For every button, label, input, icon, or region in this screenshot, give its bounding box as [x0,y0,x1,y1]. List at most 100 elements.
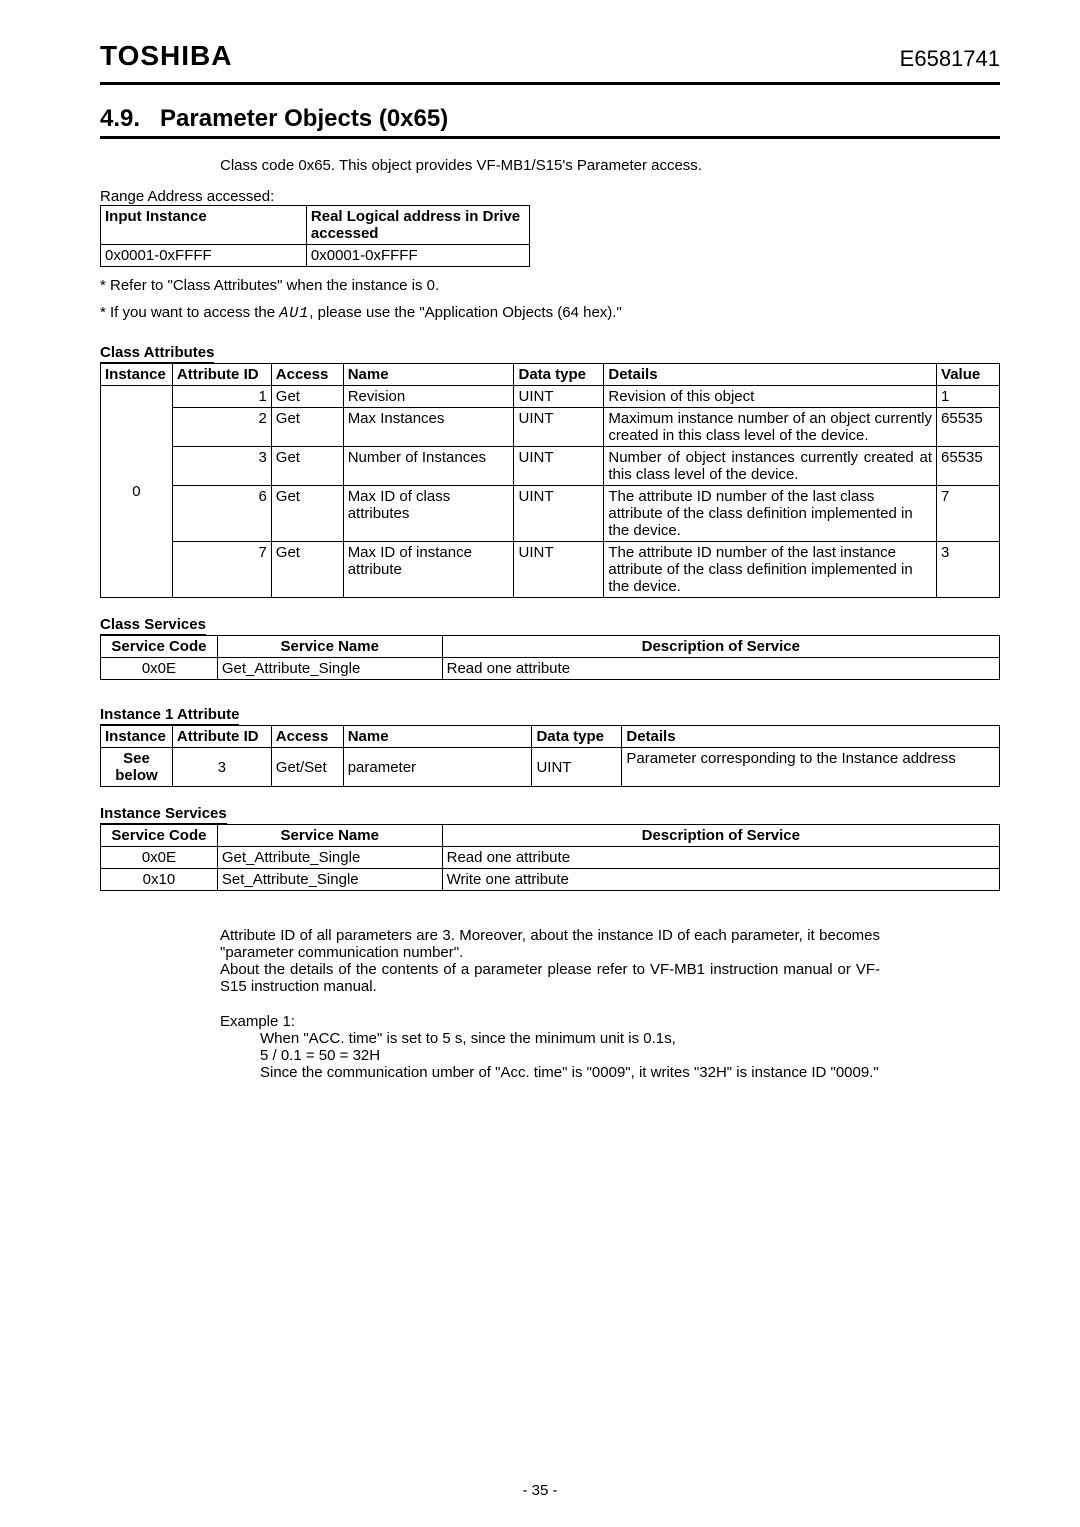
th-instance: Instance [101,726,173,748]
table-row: 6 Get Max ID of class attributes UINT Th… [101,486,1000,542]
example-block: Example 1: When "ACC. time" is set to 5 … [220,1013,1000,1081]
instance-attribute-table: Instance Attribute ID Access Name Data t… [100,725,1000,787]
range-th-real: Real Logical address in Drive accessed [306,206,529,245]
cell-details: Revision of this object [604,386,937,408]
table-row: 2 Get Max Instances UINT Maximum instanc… [101,408,1000,447]
th-access: Access [271,726,343,748]
cell-svc-name: Get_Attribute_Single [217,847,442,869]
cell-svc-name: Get_Attribute_Single [217,658,442,680]
cell-name: parameter [343,748,532,787]
doc-id: E6581741 [900,46,1000,72]
cell-name: Max Instances [343,408,514,447]
section-title: Parameter Objects (0x65) [160,105,448,132]
cell-type: UINT [532,748,622,787]
cell-details: Parameter corresponding to the Instance … [622,748,1000,787]
th-attr-id: Attribute ID [172,726,271,748]
body-paragraph-1: Attribute ID of all parameters are 3. Mo… [220,927,880,961]
note-2-post: , please use the "Application Objects (6… [309,304,622,321]
cell-name: Max ID of class attributes [343,486,514,542]
cell-type: UINT [514,408,604,447]
cell-details: The attribute ID number of the last clas… [604,486,937,542]
table-row: 0 1 Get Revision UINT Revision of this o… [101,386,1000,408]
th-details: Details [604,364,937,386]
range-input-cell: 0x0001-0xFFFF [101,245,307,267]
cell-details: Number of object instances currently cre… [604,447,937,486]
cell-instance: See below [101,748,173,787]
cell-svc-name: Set_Attribute_Single [217,869,442,891]
body-paragraph-2: About the details of the contents of a p… [220,961,880,995]
th-datatype: Data type [514,364,604,386]
cell-id: 1 [172,386,271,408]
instance-services-label: Instance Services [100,805,227,824]
section-heading: 4.9. Parameter Objects (0x65) [100,105,1000,139]
th-svc-code: Service Code [101,636,218,658]
th-instance: Instance [101,364,173,386]
class-attributes-table: Instance Attribute ID Access Name Data t… [100,363,1000,598]
cell-value: 1 [937,386,1000,408]
cell-access: Get [271,447,343,486]
cell-value: 7 [937,486,1000,542]
table-row: 0x10 Set_Attribute_Single Write one attr… [101,869,1000,891]
note-1: * Refer to "Class Attributes" when the i… [100,277,1000,294]
table-row: 0x0001-0xFFFF 0x0001-0xFFFF [101,245,530,267]
cell-id: 7 [172,542,271,598]
header-rule [100,82,1000,85]
page-header: TOSHIBA E6581741 [100,40,1000,76]
range-real-cell: 0x0001-0xFFFF [306,245,529,267]
cell-value: 65535 [937,408,1000,447]
cell-access: Get [271,408,343,447]
cell-type: UINT [514,542,604,598]
cell-id: 6 [172,486,271,542]
note-2: * If you want to access the AU1, please … [100,304,1000,322]
cell-name: Max ID of instance attribute [343,542,514,598]
table-row: 0x0E Get_Attribute_Single Read one attri… [101,847,1000,869]
segment-code: AU1 [279,305,309,322]
cell-id: 2 [172,408,271,447]
cell-access: Get [271,386,343,408]
instance-services-table: Service Code Service Name Description of… [100,824,1000,891]
example-line-3: Since the communication umber of "Acc. t… [260,1064,1000,1081]
note-2-pre: * If you want to access the [100,304,279,321]
cell-id: 3 [172,447,271,486]
class-attributes-label: Class Attributes [100,344,214,363]
instance-attribute-label: Instance 1 Attribute [100,706,239,725]
intro-text: Class code 0x65. This object provides VF… [220,157,1000,174]
th-attr-id: Attribute ID [172,364,271,386]
range-address-label: Range Address accessed: [100,188,1000,205]
table-row: 0x0E Get_Attribute_Single Read one attri… [101,658,1000,680]
cell-access: Get [271,542,343,598]
cell-id: 3 [172,748,271,787]
example-title: Example 1: [220,1013,1000,1030]
example-line-1: When "ACC. time" is set to 5 s, since th… [260,1030,1000,1047]
table-row: 3 Get Number of Instances UINT Number of… [101,447,1000,486]
cell-svc-desc: Write one attribute [442,869,999,891]
class-services-table: Service Code Service Name Description of… [100,635,1000,680]
cell-svc-code: 0x10 [101,869,218,891]
cell-access: Get/Set [271,748,343,787]
cell-svc-code: 0x0E [101,658,218,680]
th-svc-desc: Description of Service [442,825,999,847]
th-svc-name: Service Name [217,825,442,847]
th-svc-code: Service Code [101,825,218,847]
cell-svc-code: 0x0E [101,847,218,869]
cell-type: UINT [514,447,604,486]
cell-svc-desc: Read one attribute [442,658,999,680]
th-value: Value [937,364,1000,386]
page-number: - 35 - [0,1482,1080,1499]
table-row: See below 3 Get/Set parameter UINT Param… [101,748,1000,787]
class-services-label: Class Services [100,616,206,635]
cell-value: 3 [937,542,1000,598]
example-line-2: 5 / 0.1 = 50 = 32H [260,1047,1000,1064]
th-svc-desc: Description of Service [442,636,999,658]
th-name: Name [343,726,532,748]
th-name: Name [343,364,514,386]
cell-name: Revision [343,386,514,408]
instance-cell: 0 [101,386,173,598]
cell-type: UINT [514,386,604,408]
th-access: Access [271,364,343,386]
th-svc-name: Service Name [217,636,442,658]
cell-details: Maximum instance number of an object cur… [604,408,937,447]
cell-details: The attribute ID number of the last inst… [604,542,937,598]
section-number: 4.9. [100,105,140,132]
cell-access: Get [271,486,343,542]
